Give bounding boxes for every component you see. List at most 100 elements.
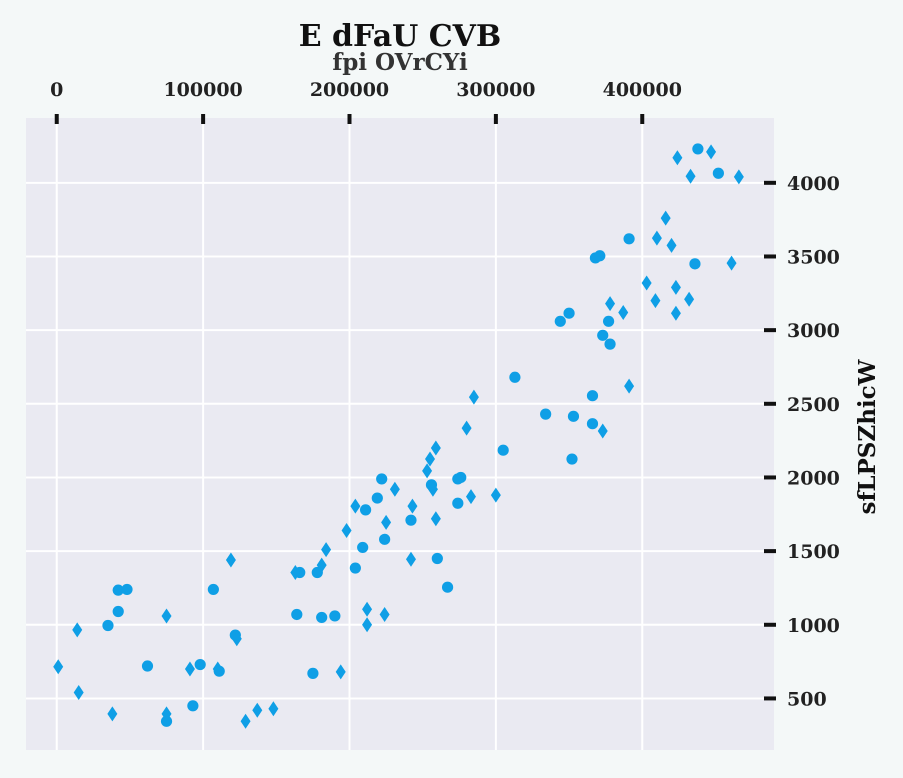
data-point-diamond [161,706,172,722]
data-point-circle [604,338,616,350]
data-point-diamond [468,389,479,405]
grid-lines [26,118,774,750]
data-point-diamond [240,713,251,729]
y-tick-label: 1500 [787,541,840,563]
chart-title: E dFaU CVB [299,19,502,54]
data-point-circle [112,584,124,596]
data-point-diamond [321,542,332,558]
y-tick-label: 3000 [787,320,840,342]
data-point-circle [452,473,464,485]
data-point-diamond [430,511,441,527]
data-point-circle [379,533,391,545]
data-point-diamond [290,564,301,580]
data-point-diamond [618,304,629,320]
data-point-diamond [72,622,83,638]
y-tick-label: 3500 [787,246,840,268]
data-point-diamond [362,617,373,633]
data-point-circle [207,583,219,596]
data-point-diamond [706,144,717,160]
data-point-diamond [73,685,84,701]
data-point-circle [586,390,599,402]
data-point-diamond [641,275,652,291]
y-axis-label: sfLPSZhicW [854,358,881,514]
data-point-circle [102,619,114,632]
data-point-circle [540,408,552,420]
data-point-diamond [107,706,118,722]
data-point-diamond [268,701,279,717]
data-point-diamond [184,661,195,677]
data-point-diamond [381,514,392,530]
data-point-circle [360,504,372,516]
data-point-diamond [461,420,472,436]
data-point-diamond [53,659,64,675]
x-tick-label: 400000 [603,79,682,101]
data-point-diamond [672,150,683,166]
data-point-circle [567,410,580,422]
data-point-diamond [405,551,416,567]
data-point-circle [563,307,575,319]
data-point-circle [509,371,521,383]
data-point-diamond [685,168,696,184]
data-point-diamond [670,305,681,321]
plot-area [26,118,774,750]
axis-ticks: 0 100000 200000 300000 400000 500 1000 1500 2000… [50,79,840,710]
data-point-diamond [670,279,681,295]
data-point-circle [349,562,361,574]
data-point-diamond [684,291,695,307]
data-point-circle [112,605,124,618]
y-tick-label: 500 [787,688,827,710]
data-point-diamond [362,601,373,617]
data-point-diamond [341,522,352,538]
data-point-circle [187,700,199,712]
data-point-circle [376,473,388,485]
data-point-circle [194,658,206,671]
data-point-circle [566,453,578,465]
data-point-diamond [212,661,223,677]
data-point-circle [441,581,454,593]
data-point-circle [452,497,464,509]
data-point-diamond [660,210,671,226]
data-point-diamond [316,557,327,573]
data-point-diamond [350,498,361,514]
data-point-circle [712,167,724,179]
data-point-circle [121,583,133,596]
x-tick-label: 300000 [456,79,535,101]
data-point-circle [689,258,701,270]
y-tick-label: 2500 [787,394,840,416]
data-point-circle [692,143,704,155]
data-point-diamond [225,552,236,568]
data-point-diamond [733,169,744,185]
data-point-diamond [651,230,662,246]
x-tick-label: 0 [50,79,63,101]
y-tick-label: 1000 [787,615,840,637]
data-point-diamond [597,423,608,439]
data-point-diamond [666,237,677,253]
data-point-circle [431,552,443,565]
data-point-diamond [161,608,172,624]
data-point-circle [307,667,319,679]
data-point-circle [602,315,615,327]
data-point-circle [141,660,154,672]
x-tick-label: 100000 [163,79,242,101]
data-point-diamond [335,664,346,680]
data-point-circle [554,315,566,327]
data-point-circle [405,514,417,526]
x-tick-label: 200000 [310,79,389,101]
data-point-diamond [389,481,400,497]
data-point-circle [597,329,609,341]
data-point-diamond [252,702,263,718]
data-point-diamond [430,440,441,456]
data-point-diamond [231,631,242,647]
data-point-circle [316,611,328,624]
y-tick-label: 2000 [787,467,840,489]
data-point-circle [371,492,383,504]
data-point-circle [623,233,635,245]
data-point-diamond [605,296,616,312]
y-tick-label: 4000 [787,173,840,195]
data-point-diamond [726,255,737,271]
data-point-diamond [422,463,433,479]
data-point-diamond [465,489,476,505]
data-point-diamond [427,481,438,497]
